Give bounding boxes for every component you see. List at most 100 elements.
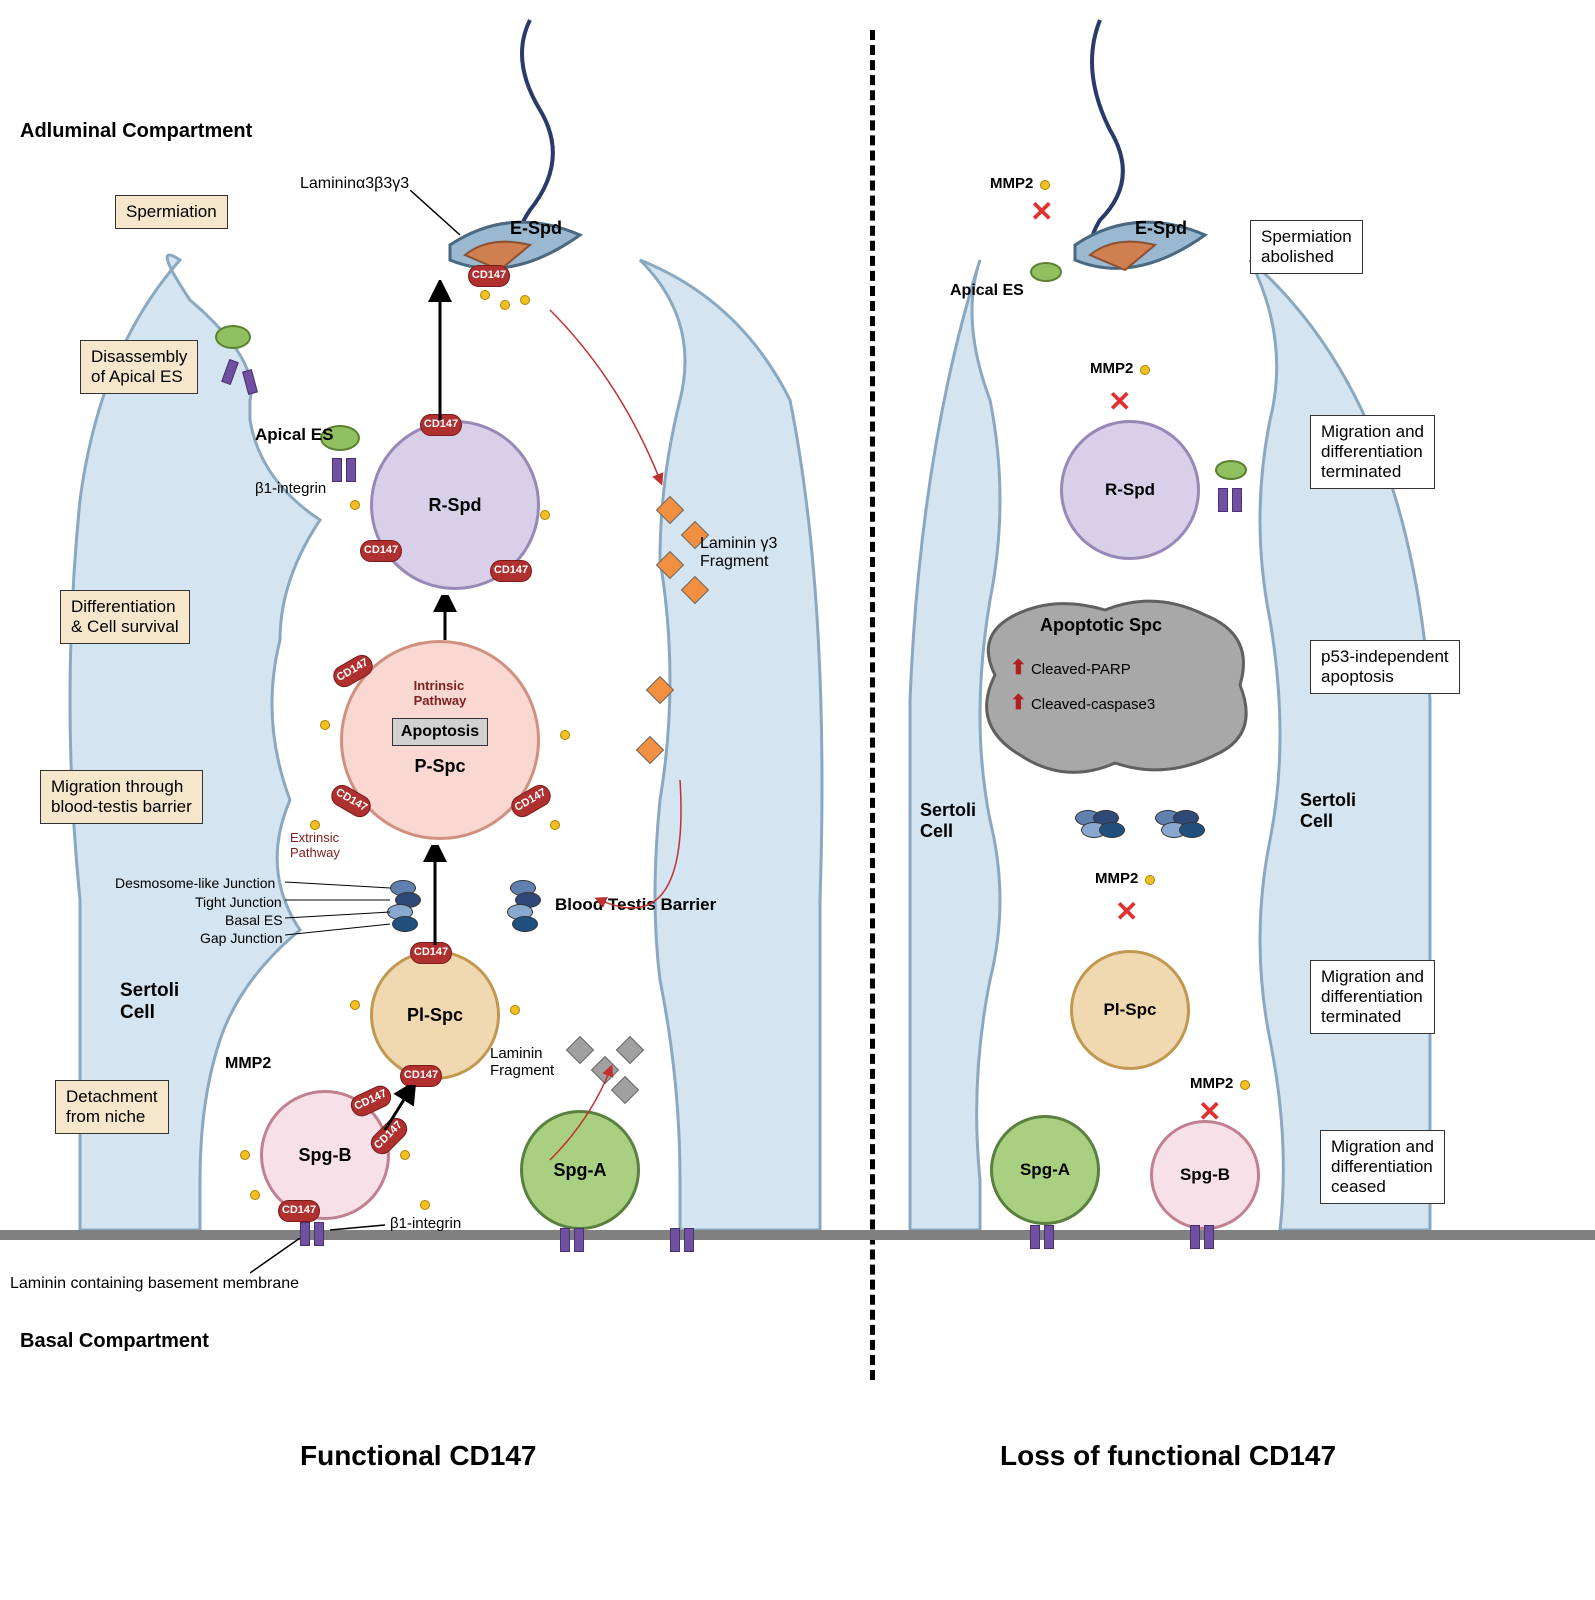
arrow-spgb-plspc	[380, 1085, 420, 1135]
stage-detachment: Detachment from niche	[55, 1080, 169, 1134]
b1-integrin-label-1: β1-integrin	[255, 480, 326, 497]
p-spc-label: P-Spc	[414, 756, 465, 777]
panel-divider	[870, 30, 875, 1380]
right-apical-es-oval	[1030, 262, 1062, 282]
cleaved-caspase3-row: ⬆ Cleaved-caspase3	[1010, 690, 1155, 715]
desmosome-label: Desmosome-like Junction	[115, 875, 275, 891]
basal-compartment-label: Basal Compartment	[20, 1330, 209, 1353]
mmp2-dot	[350, 500, 360, 510]
stage-migration-btb: Migration through blood-testis barrier	[40, 770, 203, 824]
b1-integrin-bm-label: β1-integrin	[390, 1215, 461, 1232]
mmp2-dot	[250, 1190, 260, 1200]
right-apical-es-label: Apical ES	[950, 282, 1024, 300]
cd147-spgb-3: CD147	[278, 1200, 320, 1222]
r-spd-label: R-Spd	[429, 495, 482, 516]
stage-differentiation: Differentiation & Cell survival	[60, 590, 190, 644]
right-integrin-bm-4	[1204, 1225, 1214, 1249]
integrin-bm-5	[670, 1228, 680, 1252]
sertoli-label-right-2: Sertoli Cell	[1300, 790, 1356, 832]
mmp2-dot	[510, 1005, 520, 1015]
integrin-rect-2	[346, 458, 356, 482]
diagram-canvas: Adluminal Compartment Basal Compartment …	[0, 0, 1595, 1600]
right-integrin-2	[1232, 488, 1242, 512]
cd147-plspc-2: CD147	[400, 1065, 442, 1087]
red-x-icon-2: ✕	[1108, 385, 1131, 418]
cleaved-parp-row: ⬆ Cleaved-PARP	[1010, 655, 1131, 680]
right-r-spd-cell: R-Spd	[1060, 420, 1200, 560]
apical-es-label-left: Apical ES	[255, 425, 333, 445]
mmp2-dot	[480, 290, 490, 300]
cleaved-caspase3-label: Cleaved-caspase3	[1031, 696, 1155, 713]
right-es-oval-rspd	[1215, 460, 1247, 480]
integrin-bm-3	[560, 1228, 570, 1252]
mmp2-dot	[320, 720, 330, 730]
right-r-spd-label: R-Spd	[1105, 480, 1155, 500]
right-box-migration-2: Migration and differentiation terminated	[1310, 960, 1435, 1034]
right-box-spermiation-abolished: Spermiation abolished	[1250, 220, 1363, 274]
right-mmp2-dot-1	[1040, 180, 1050, 190]
mmp2-dot	[520, 295, 530, 305]
right-box-migration-3: Migration and differentiation ceased	[1320, 1130, 1445, 1204]
up-arrow-icon: ⬆	[1010, 657, 1027, 679]
mmp2-dot	[350, 1000, 360, 1010]
adluminal-compartment-label: Adluminal Compartment	[20, 120, 252, 143]
integrin-bm-6	[684, 1228, 694, 1252]
right-e-spd-label: E-Spd	[1135, 218, 1187, 239]
right-pl-spc-cell: Pl-Spc	[1070, 950, 1190, 1070]
right-spg-b-cell: Spg-B	[1150, 1120, 1260, 1230]
cd147-rspd-3: CD147	[490, 560, 532, 582]
right-integrin-bm-3	[1190, 1225, 1200, 1249]
right-integrin-bm-1	[1030, 1225, 1040, 1249]
right-mmp2-dot-2	[1140, 365, 1150, 375]
mmp2-dot	[500, 300, 510, 310]
bm-pointer	[250, 1238, 310, 1278]
mmp2-dot	[310, 820, 320, 830]
right-spg-a-label: Spg-A	[1020, 1160, 1070, 1180]
cd147-rspd-2: CD147	[360, 540, 402, 562]
integrin-pointer	[330, 1220, 390, 1240]
mmp2-label-left: MMP2	[225, 1055, 271, 1073]
laminin-a3b3y3-label: Lamininα3β3γ3	[300, 175, 409, 193]
right-box-migration-1: Migration and differentiation terminated	[1310, 415, 1435, 489]
tight-junction-label: Tight Junction	[195, 894, 282, 910]
left-panel-title: Functional CD147	[300, 1440, 536, 1472]
right-integrin-bm-2	[1044, 1225, 1054, 1249]
right-mmp2-dot-3	[1145, 875, 1155, 885]
right-mmp2-3: MMP2	[1095, 870, 1138, 887]
apoptosis-box: Apoptosis	[392, 718, 488, 746]
right-mmp2-1: MMP2	[990, 175, 1033, 192]
intrinsic-pathway-label: Intrinsic Pathway	[414, 678, 467, 708]
apoptotic-label: Apoptotic Spc	[1040, 615, 1162, 636]
spg-b-label: Spg-B	[299, 1145, 352, 1166]
disassembly-oval	[215, 325, 251, 349]
cleaved-parp-label: Cleaved-PARP	[1031, 661, 1131, 678]
red-x-icon-1: ✕	[1030, 195, 1053, 228]
left-pl-spc-cell: Pl-Spc	[370, 950, 500, 1080]
arrow-pspc-rspd	[430, 595, 460, 645]
extrinsic-pathway-label: Extrinsic Pathway	[290, 830, 340, 860]
integrin-rect-1	[332, 458, 342, 482]
cd147-badge-espd: CD147	[468, 265, 510, 287]
mmp2-dot	[240, 1150, 250, 1160]
integrin-bm-2	[314, 1222, 324, 1246]
right-spg-a-cell: Spg-A	[990, 1115, 1100, 1225]
red-arrows-svg	[540, 300, 720, 1200]
mmp2-dot	[400, 1150, 410, 1160]
right-mmp2-2: MMP2	[1090, 360, 1133, 377]
left-e-spd-label: E-Spd	[510, 218, 562, 239]
junction-pointer-lines	[285, 880, 395, 940]
arrow-rspd-espd	[420, 280, 460, 430]
arrow-plspc-pspc	[420, 845, 450, 955]
basal-es-label: Basal ES	[225, 912, 283, 928]
right-panel-title: Loss of functional CD147	[1000, 1440, 1336, 1472]
right-mmp2-dot-4	[1240, 1080, 1250, 1090]
right-pl-spc-label: Pl-Spc	[1104, 1000, 1157, 1020]
stage-disassembly: Disassembly of Apical ES	[80, 340, 198, 394]
sertoli-label-right-1: Sertoli Cell	[920, 800, 976, 842]
right-mmp2-4: MMP2	[1190, 1075, 1233, 1092]
basement-membrane	[0, 1230, 1595, 1240]
laminin-pointer	[410, 190, 470, 240]
right-spg-b-label: Spg-B	[1180, 1165, 1230, 1185]
sertoli-label-left-1: Sertoli Cell	[120, 980, 179, 1024]
right-integrin-1	[1218, 488, 1228, 512]
